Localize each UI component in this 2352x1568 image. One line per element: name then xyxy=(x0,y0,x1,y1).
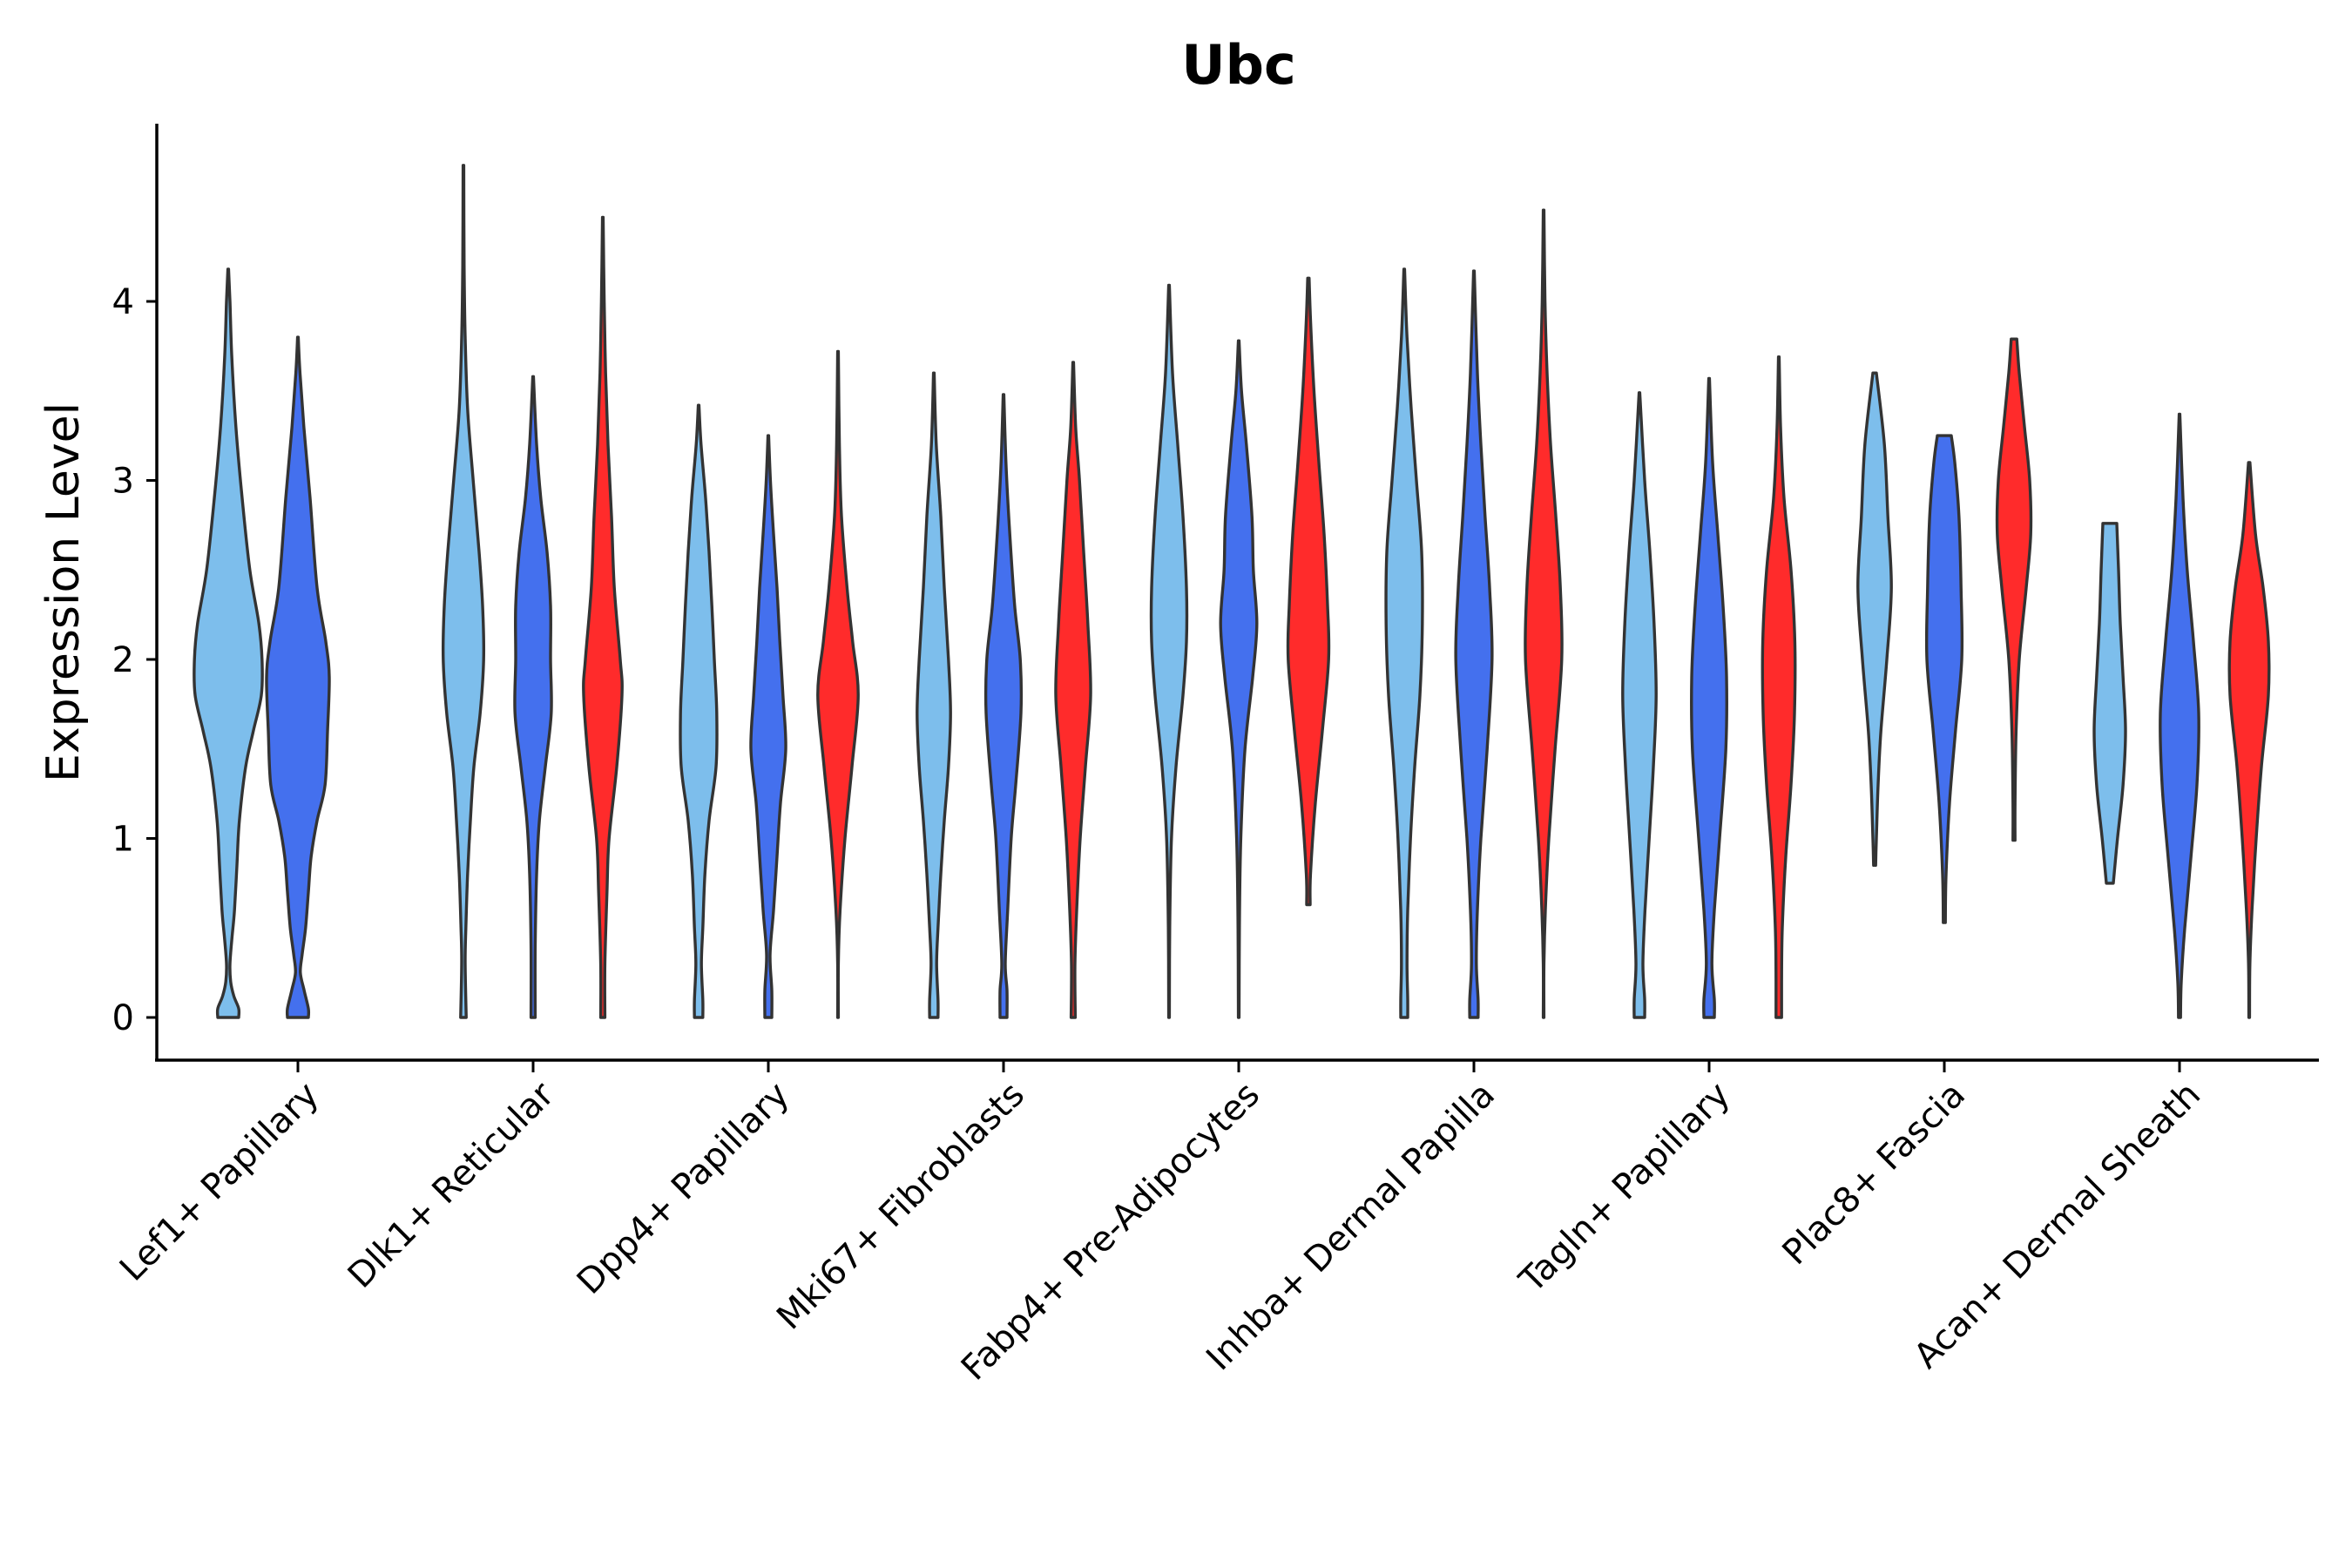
violin-light-blue xyxy=(193,267,264,1019)
violin-red xyxy=(1054,361,1092,1019)
violin-blue xyxy=(749,434,787,1019)
y-tick-label: 0 xyxy=(112,998,134,1038)
violin-red xyxy=(2227,461,2271,1019)
violin-light-blue xyxy=(1621,391,1658,1019)
x-tick-label: Dpp4+ Papillary xyxy=(570,1075,797,1302)
y-tick-label: 3 xyxy=(112,462,134,502)
x-tick-label: Tagln+ Papillary xyxy=(1511,1075,1738,1301)
y-axis-label: Expression Level xyxy=(37,402,90,782)
chart-title: Ubc xyxy=(1181,33,1295,97)
violin-light-blue xyxy=(1384,267,1424,1019)
x-tick-label: Lef1+ Papillary xyxy=(112,1075,327,1289)
x-tick-label: Dlk1+ Reticular xyxy=(341,1074,563,1296)
violin-blue xyxy=(1924,434,1964,924)
violin-light-blue xyxy=(441,164,486,1019)
violin-red xyxy=(1995,337,2033,842)
violin-red xyxy=(1761,355,1797,1019)
violin-light-blue xyxy=(1149,283,1189,1019)
violin-blue xyxy=(265,335,331,1019)
violin-group xyxy=(193,164,2271,1019)
violin-red xyxy=(1524,208,1564,1019)
y-tick-label: 4 xyxy=(112,282,134,322)
violin-light-blue xyxy=(1856,371,1893,867)
axes xyxy=(155,124,2319,1062)
violin-blue xyxy=(513,375,553,1019)
y-ticks: 0 1 2 3 4 xyxy=(112,282,157,1038)
violin-light-blue xyxy=(916,371,952,1019)
violin-red xyxy=(1286,276,1331,907)
y-tick-label: 1 xyxy=(112,820,134,860)
violin-blue xyxy=(1219,339,1259,1019)
violin-blue xyxy=(1689,376,1729,1019)
violin-light-blue xyxy=(679,403,719,1019)
x-ticks: Lef1+ Papillary Dlk1+ Reticular Dpp4+ Papi… xyxy=(112,1060,2208,1389)
x-tick-label: Mki67+ Fibroblasts xyxy=(769,1075,1032,1338)
violin-blue xyxy=(1454,269,1494,1019)
violin-blue xyxy=(983,393,1024,1019)
violin-red xyxy=(816,349,860,1019)
x-tick-label: Plac8+ Fascia xyxy=(1775,1075,1974,1274)
y-tick-label: 2 xyxy=(112,640,134,680)
violin-red xyxy=(582,215,624,1019)
violin-blue xyxy=(2159,412,2200,1019)
violin-light-blue xyxy=(2092,522,2127,885)
